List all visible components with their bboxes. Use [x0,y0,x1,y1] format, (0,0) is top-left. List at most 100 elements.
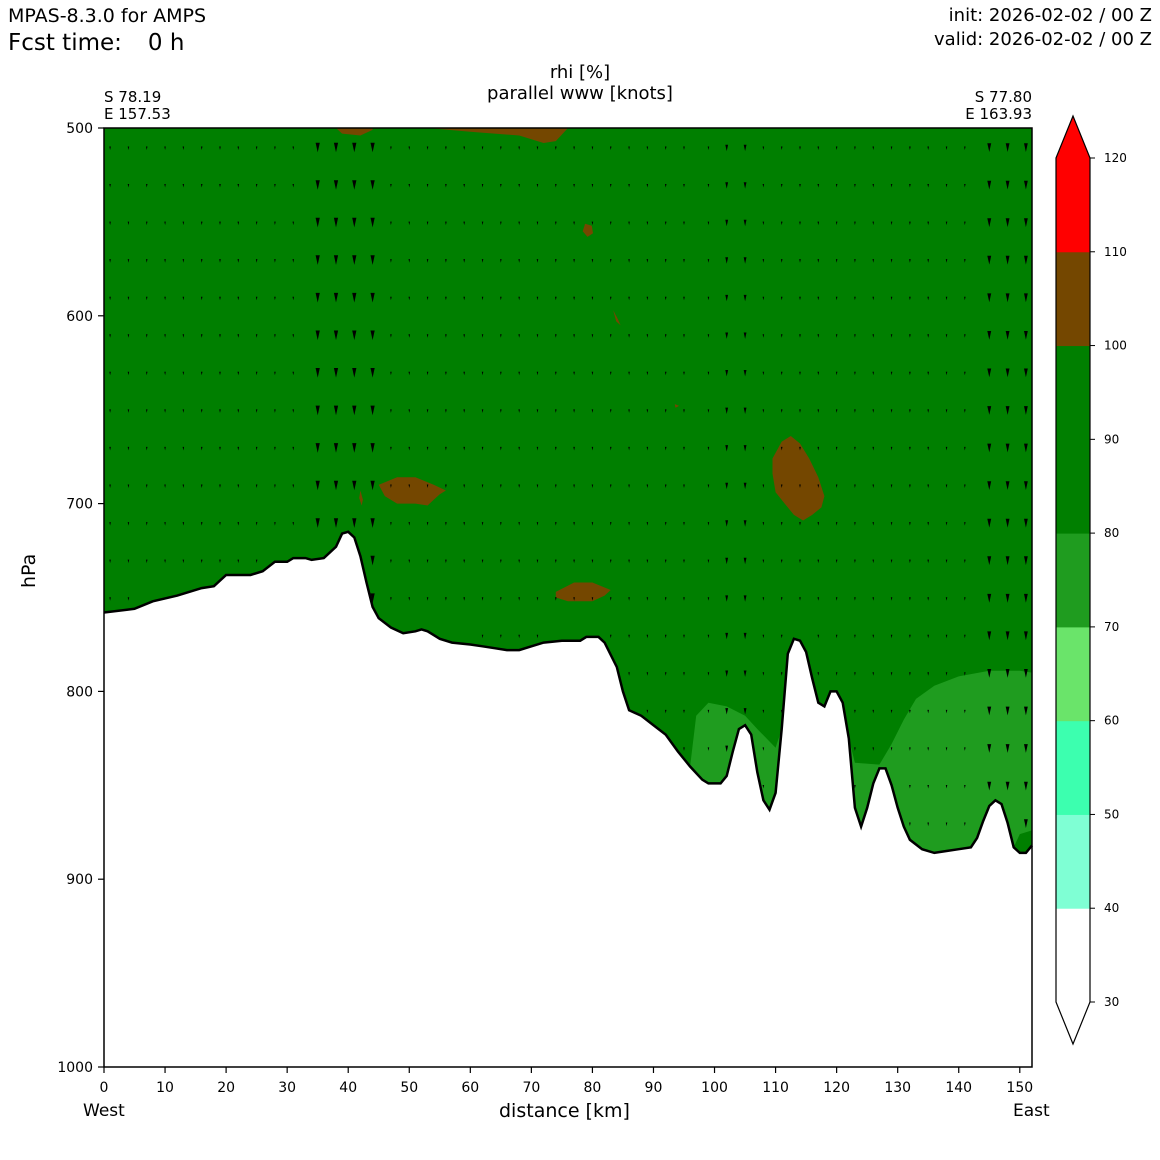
wind-arrow [370,518,375,528]
wind-arrow [945,747,948,751]
wind-arrow [237,409,240,413]
wind-arrow [219,146,221,150]
wind-arrow [987,781,992,791]
wind-arrow [426,334,429,338]
wind-arrow [987,518,992,528]
wind-arrow [835,334,838,338]
wind-arrow [835,522,838,526]
wind-arrow [664,146,667,150]
wind-arrow [109,597,111,601]
rhi-region-100-110-5 [674,404,680,408]
wind-arrow [481,184,484,188]
wind-arrow [463,446,465,451]
wind-arrow [555,597,557,601]
wind-arrow [927,597,929,601]
wind-arrow [927,559,929,564]
wind-arrow [352,180,357,190]
wind-arrow [799,296,801,301]
wind-arrow [664,522,667,526]
wind-arrow [835,371,838,376]
wind-arrow [408,184,410,188]
wind-arrow [500,259,502,263]
wind-arrow [664,409,667,413]
x-tick-label: 140 [945,1080,972,1096]
direction-east: East [1013,1101,1050,1121]
rhi-region-90-100 [104,128,1032,853]
wind-arrow [445,221,447,226]
wind-arrow [109,446,111,451]
wind-arrow [780,484,783,488]
wind-arrow [780,522,783,526]
wind-arrow [445,597,447,601]
wind-arrow [426,446,429,451]
wind-arrow [109,296,111,301]
wind-arrow [200,484,203,488]
wind-arrow [964,184,966,188]
wind-arrow [237,259,240,263]
wind-arrow [109,334,111,338]
wind-arrow [1005,669,1010,678]
wind-arrow [481,146,484,150]
wind-arrow [964,785,966,789]
wind-arrow [628,334,630,338]
wind-arrow [481,484,484,488]
wind-arrow [352,480,357,491]
wind-arrow [817,484,820,488]
wind-arrow [872,371,874,376]
wind-arrow [964,334,966,338]
wind-arrow [127,334,130,338]
wind-arrow [835,672,838,676]
colorbar-tick-label: 100 [1104,339,1127,353]
fcst-value: 0 h [147,30,185,56]
wind-arrow [628,597,630,601]
wind-arrow [370,443,375,453]
wind-arrow [817,597,820,601]
wind-arrow [390,259,392,263]
wind-arrow [707,484,710,488]
wind-arrow [1024,406,1028,415]
x-tick-label: 80 [584,1080,602,1096]
wind-arrow [182,371,185,376]
wind-arrow [255,371,258,376]
wind-arrow [964,484,966,488]
wind-arrow [835,146,838,150]
wind-arrow [109,221,111,226]
wind-arrow [628,221,630,226]
wind-arrow [408,559,410,564]
wind-arrow [872,597,874,601]
wind-arrow [352,217,357,228]
wind-arrow [200,259,203,263]
wind-arrow [536,559,539,564]
wind-arrow [725,144,729,152]
wind-arrow [987,180,992,190]
wind-arrow [964,409,966,413]
wind-arrow [628,296,630,301]
wind-arrow [1024,819,1028,828]
wind-arrow [1005,481,1010,490]
wind-arrow [352,255,357,265]
wind-arrow [817,522,820,526]
wind-arrow [536,146,539,150]
wind-arrow [890,484,893,488]
wind-arrow [683,146,685,150]
wind-arrow [164,184,166,188]
wind-arrow [555,371,557,376]
wind-arrow [219,296,221,301]
fcst-label: Fcst time: [8,30,122,56]
wind-arrow [555,184,557,188]
wind-arrow [255,559,258,564]
wind-arrow [255,259,258,263]
wind-arrow [237,446,240,451]
wind-arrow [909,785,911,789]
wind-arrow [707,597,710,601]
wind-arrow [743,332,747,339]
wind-arrow [945,709,948,714]
wind-arrow [707,409,710,413]
wind-arrow [536,446,539,451]
wind-arrow [292,484,294,488]
wind-arrow [646,709,649,714]
wind-arrow [352,405,357,416]
wind-arrow [872,221,874,226]
wind-arrow [463,371,465,376]
wind-arrow [408,259,410,263]
